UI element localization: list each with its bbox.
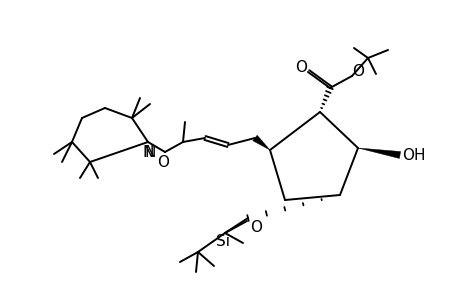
Text: N: N — [142, 145, 153, 160]
Text: N: N — [144, 145, 155, 160]
Text: O: O — [294, 59, 306, 74]
Text: Si: Si — [216, 233, 230, 248]
Polygon shape — [357, 148, 400, 158]
Text: O: O — [351, 64, 363, 79]
Text: OH: OH — [401, 148, 425, 163]
Text: O: O — [157, 154, 168, 169]
Polygon shape — [252, 135, 269, 150]
Text: O: O — [249, 220, 262, 236]
